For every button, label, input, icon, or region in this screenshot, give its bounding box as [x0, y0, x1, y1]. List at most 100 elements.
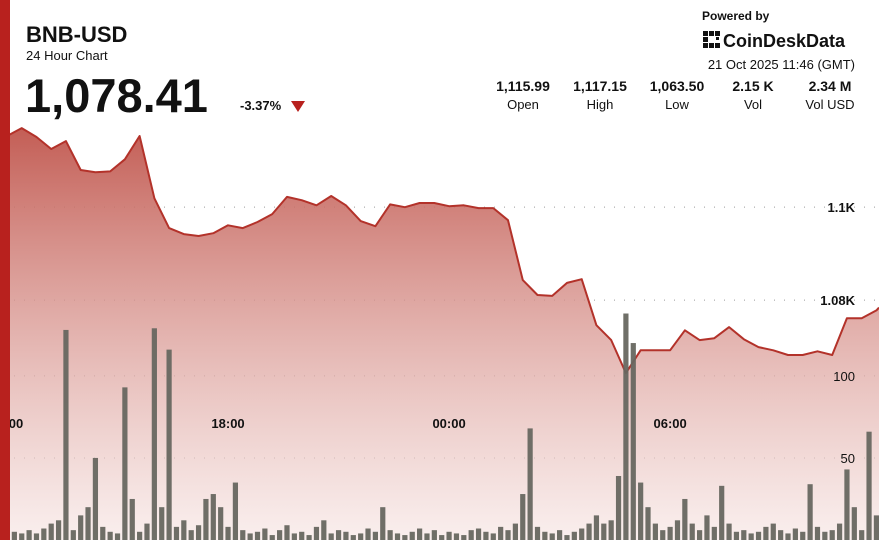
price-area — [7, 128, 879, 540]
volume-bar — [748, 533, 754, 540]
volume-bar — [483, 531, 489, 540]
volume-bar — [520, 494, 526, 540]
volume-bar — [137, 531, 143, 540]
volume-bar — [247, 533, 253, 540]
volume-bar — [394, 533, 401, 540]
volume-bar — [851, 507, 857, 540]
volume-bar — [218, 507, 224, 540]
volume-bar — [306, 535, 312, 540]
volume-bar — [638, 482, 644, 540]
volume-bar — [173, 526, 180, 540]
volume-bar — [446, 531, 452, 540]
brand-logo — [703, 31, 720, 48]
volume-bar — [70, 530, 76, 540]
volume-bar — [461, 535, 467, 540]
volume-bar — [601, 523, 607, 540]
accent-bar — [0, 0, 10, 540]
volume-bar — [696, 530, 703, 540]
price-line — [6, 127, 879, 375]
volume-bar — [11, 531, 17, 540]
volume-bar — [78, 515, 84, 540]
volume-bar — [291, 533, 297, 540]
stat-label: High — [587, 97, 614, 112]
price-change: -3.37% — [240, 98, 282, 113]
stat-value: 1,115.99 — [496, 78, 550, 94]
x-tick-label: 06:00 — [653, 416, 686, 431]
volume-bar — [85, 507, 91, 540]
volume-bar — [608, 520, 614, 540]
last-price: 1,078.41 — [25, 69, 208, 122]
volume-bar — [114, 533, 121, 540]
stat-value: 2.34 M — [809, 78, 852, 94]
volume-bar — [19, 533, 25, 540]
volume-bar — [92, 457, 99, 540]
volume-bar — [232, 482, 239, 540]
x-tick-label: 00 — [9, 416, 23, 431]
volume-bar — [475, 528, 482, 540]
y2-tick-label: 50 — [841, 451, 855, 466]
volume-bar — [402, 535, 408, 540]
volume-bar — [512, 523, 518, 540]
volume-bar — [195, 525, 202, 540]
volume-bar — [151, 328, 157, 540]
stat-label: Low — [665, 97, 689, 112]
volume-bar — [630, 343, 636, 540]
x-tick-label: 00:00 — [432, 416, 465, 431]
down-arrow — [291, 101, 305, 112]
volume-bar — [814, 526, 821, 540]
volume-bar — [645, 507, 651, 540]
volume-bar — [210, 494, 216, 540]
volume-bar — [321, 520, 327, 540]
volume-bar — [844, 469, 850, 540]
x-tick-label: 18:00 — [211, 416, 244, 431]
volume-bar — [262, 528, 268, 540]
volume-bar — [733, 531, 740, 540]
volume-bar — [269, 535, 275, 540]
volume-bar — [704, 515, 710, 540]
volume-bar — [571, 531, 577, 540]
volume-bar — [299, 531, 305, 540]
volume-bar — [225, 526, 231, 540]
volume-bar — [144, 523, 150, 540]
volume-bar — [719, 485, 725, 540]
volume-bar — [240, 530, 246, 540]
series-layer — [4, 127, 879, 540]
volume-bar — [778, 530, 784, 540]
volume-bar — [55, 520, 62, 540]
volume-bar — [468, 530, 474, 540]
volume-bar — [785, 533, 791, 540]
volume-bar — [380, 507, 386, 540]
volume-bar — [490, 533, 496, 540]
volume-bar — [387, 530, 393, 540]
volume-bar — [424, 533, 430, 540]
volume-bar — [800, 531, 806, 540]
volume-bar — [63, 329, 69, 540]
volume-bar — [365, 528, 371, 540]
volume-bar — [159, 507, 165, 540]
volume-bar — [586, 523, 592, 540]
volume-bar — [129, 498, 135, 540]
stats: 1,115.99 Open 1,117.15 High 1,063.50 Low 2.15 … — [496, 78, 854, 112]
volume-bar — [859, 530, 865, 540]
volume-bar — [534, 526, 541, 540]
volume-bar — [527, 428, 533, 540]
volume-bar — [409, 531, 415, 540]
volume-bar — [48, 523, 54, 540]
brand-name: CoinDeskData — [723, 31, 846, 51]
volume-bar — [667, 526, 673, 540]
volume-bar — [741, 530, 747, 540]
volume-bar — [498, 526, 504, 540]
volume-bar — [770, 523, 776, 540]
chart-title: BNB-USD — [26, 22, 127, 47]
volume-bar — [372, 531, 378, 540]
y2-tick-label: 100 — [833, 369, 855, 384]
volume-bar — [549, 533, 555, 540]
chart-subtitle: 24 Hour Chart — [26, 48, 108, 63]
y-tick-label: 1.08K — [820, 293, 855, 308]
stat-value: 1,117.15 — [573, 78, 627, 94]
volume-bar — [682, 498, 688, 540]
volume-bar — [505, 530, 511, 540]
volume-bar — [277, 530, 283, 540]
